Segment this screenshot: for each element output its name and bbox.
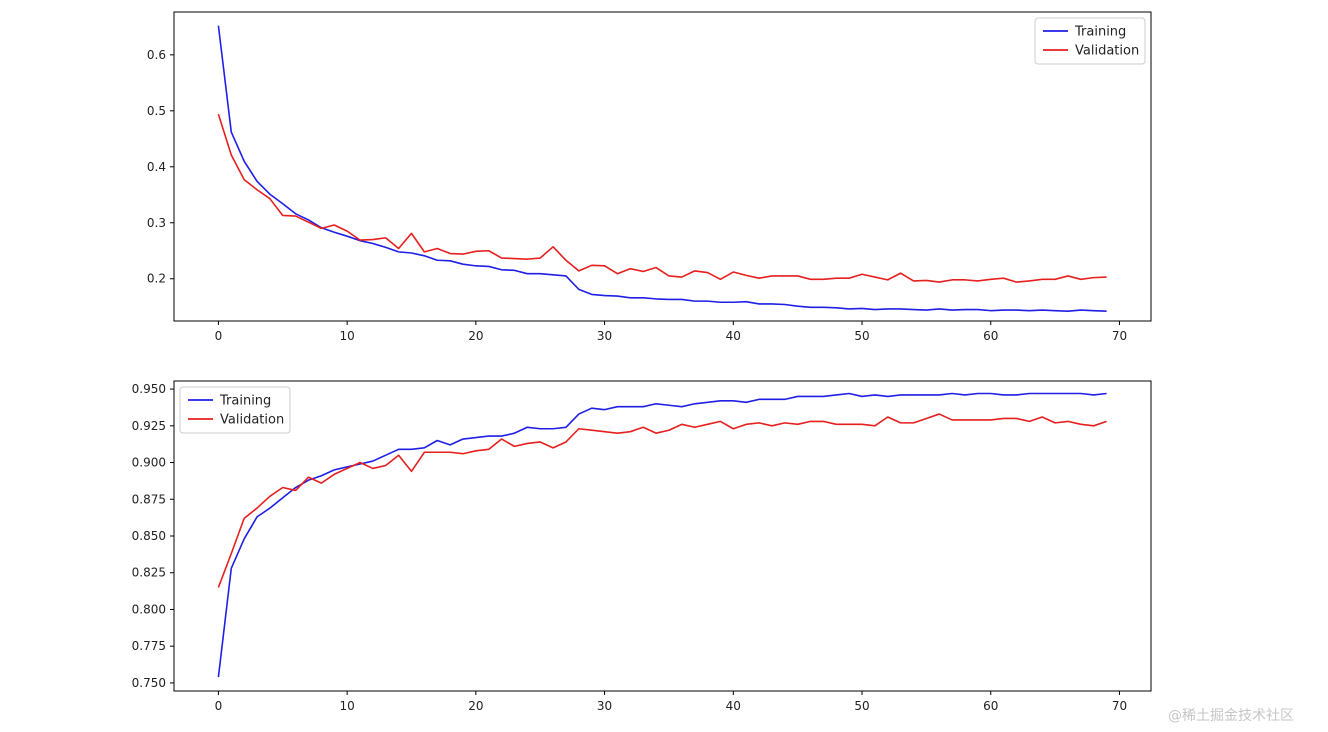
series-line-training <box>217 392 1107 678</box>
y-tick-label: 0.750 <box>132 676 166 690</box>
x-tick-label: 50 <box>854 329 869 343</box>
legend-label: Training <box>1074 25 1126 40</box>
chart-loss: 0 10 20 30 40 50 60 70 0.2 0.3 0.4 0.5 0.6 Training Va… <box>147 11 1152 343</box>
legend-label: Validation <box>220 413 284 428</box>
series-line-training <box>217 25 1107 313</box>
y-tick-label: 0.900 <box>132 456 166 470</box>
axes-frame <box>173 11 1152 322</box>
y-tick-label: 0.850 <box>132 529 166 543</box>
legend-label: Training <box>219 394 271 409</box>
x-tick-label: 40 <box>726 699 741 713</box>
y-tick-label: 0.925 <box>132 419 166 433</box>
legend-box <box>179 386 291 434</box>
x-tick-label: 0 <box>215 699 223 713</box>
x-tick-label: 70 <box>1112 699 1127 713</box>
y-tick-label: 0.775 <box>132 639 166 653</box>
y-tick-label: 0.5 <box>147 104 166 118</box>
x-tick-label: 0 <box>215 329 223 343</box>
x-tick-label: 30 <box>597 699 612 713</box>
x-tick-label: 20 <box>468 329 483 343</box>
y-tick-label: 0.6 <box>147 48 166 62</box>
x-tick-label: 10 <box>339 329 354 343</box>
y-tick-label: 0.2 <box>147 272 166 286</box>
x-tick-label: 50 <box>854 699 869 713</box>
x-tick-label: 70 <box>1112 329 1127 343</box>
series-line-validation <box>217 113 1107 283</box>
y-tick-label: 0.950 <box>132 382 166 396</box>
watermark-text: @稀土掘金技术社区 <box>1168 708 1294 724</box>
y-tick-label: 0.875 <box>132 492 166 506</box>
x-tick-label: 60 <box>983 329 998 343</box>
x-tick-label: 10 <box>339 699 354 713</box>
y-tick-label: 0.825 <box>132 566 166 580</box>
x-tick-label: 30 <box>597 329 612 343</box>
x-tick-label: 60 <box>983 699 998 713</box>
y-tick-label: 0.3 <box>147 216 166 230</box>
y-tick-label: 0.4 <box>147 160 166 174</box>
axes-frame <box>173 380 1152 692</box>
x-tick-label: 40 <box>726 329 741 343</box>
x-tick-label: 20 <box>468 699 483 713</box>
y-tick-label: 0.800 <box>132 602 166 616</box>
chart-accuracy: 0 10 20 30 40 50 60 70 0.750 0.775 0.800 0.825 0.850… <box>132 380 1152 713</box>
legend-box <box>1034 17 1146 65</box>
legend: Training Validation <box>1034 17 1146 65</box>
legend: Training Validation <box>179 386 291 434</box>
legend-label: Validation <box>1075 44 1139 59</box>
series-line-validation <box>217 413 1107 588</box>
